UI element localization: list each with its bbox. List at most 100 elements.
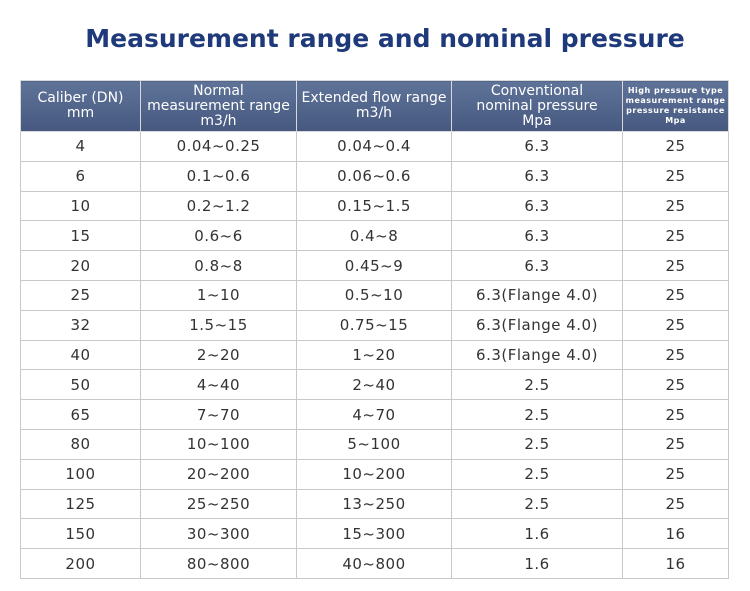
table-row: 125 25~250 13~250 2.5 25 <box>20 488 729 520</box>
header-line: measurement range <box>625 96 726 105</box>
table-cell: 4~70 <box>296 399 452 430</box>
table-cell: 6.3(Flange 4.0) <box>451 279 623 311</box>
table-cell: 4 <box>20 131 141 162</box>
table-cell: 25 <box>622 279 729 311</box>
table-row: 4 0.04~0.25 0.04~0.4 6.3 25 <box>20 131 729 162</box>
table-cell: 100 <box>20 458 141 490</box>
table-cell: 0.1~0.6 <box>140 160 297 192</box>
table-cell: 0.15~1.5 <box>296 190 452 222</box>
header-line: High pressure type <box>627 86 724 95</box>
table-cell: 40~800 <box>296 548 452 579</box>
table-cell: 0.04~0.4 <box>296 131 452 162</box>
table-row: 80 10~100 5~100 2.5 25 <box>20 428 729 460</box>
table-cell: 25 <box>622 250 729 281</box>
header-line: pressure resistance <box>626 106 725 115</box>
header-line: Mpa <box>522 112 552 129</box>
table-cell: 6.3 <box>451 160 623 192</box>
table-cell: 25 <box>622 309 729 341</box>
table-cell: 25 <box>622 220 729 252</box>
table-cell: 0.8~8 <box>140 250 297 281</box>
table-cell: 80 <box>20 428 141 460</box>
table-cell: 0.2~1.2 <box>140 190 297 222</box>
table-cell: 7~70 <box>140 399 297 430</box>
table-row: 65 7~70 4~70 2.5 25 <box>20 399 729 430</box>
table-cell: 6.3 <box>451 220 623 252</box>
column-header: Normal measurement range m3/h <box>140 80 297 132</box>
spec-table: Caliber (DN) mm Normal measurement range m3/… <box>20 80 729 579</box>
table-cell: 16 <box>622 518 729 550</box>
table-cell: 10~200 <box>296 458 452 490</box>
table-cell: 25 <box>622 488 729 520</box>
table-cell: 0.5~10 <box>296 279 452 311</box>
table-row: 150 30~300 15~300 1.6 16 <box>20 518 729 550</box>
table-cell: 0.06~0.6 <box>296 160 452 192</box>
table-cell: 0.4~8 <box>296 220 452 252</box>
table-cell: 2.5 <box>451 458 623 490</box>
table-cell: 13~250 <box>296 488 452 520</box>
table-cell: 1.6 <box>451 518 623 550</box>
table-cell: 0.75~15 <box>296 309 452 341</box>
table-cell: 0.45~9 <box>296 250 452 281</box>
table-cell: 6.3(Flange 4.0) <box>451 339 623 371</box>
table-cell: 25 <box>622 458 729 490</box>
table-cell: 25 <box>20 279 141 311</box>
table-cell: 2.5 <box>451 369 623 401</box>
column-header: Conventional nominal pressure Mpa <box>451 80 623 132</box>
table-cell: 20~200 <box>140 458 297 490</box>
table-cell: 15 <box>20 220 141 252</box>
header-line: Conventional <box>490 82 584 99</box>
table-cell: 125 <box>20 488 141 520</box>
header-line: Normal <box>193 82 244 99</box>
table-cell: 4~40 <box>140 369 297 401</box>
table-row: 10 0.2~1.2 0.15~1.5 6.3 25 <box>20 190 729 222</box>
header-line: measurement range <box>147 97 290 114</box>
table-cell: 20 <box>20 250 141 281</box>
table-cell: 5~100 <box>296 428 452 460</box>
table-cell: 50 <box>20 369 141 401</box>
table-cell: 10 <box>20 190 141 222</box>
table-cell: 2.5 <box>451 428 623 460</box>
table-cell: 2.5 <box>451 399 623 430</box>
table-row: 40 2~20 1~20 6.3(Flange 4.0) 25 <box>20 339 729 371</box>
table-cell: 80~800 <box>140 548 297 579</box>
table-cell: 25 <box>622 131 729 162</box>
column-header: High pressure type measurement range press… <box>622 80 729 132</box>
header-line: nominal pressure <box>476 97 598 114</box>
table-cell: 65 <box>20 399 141 430</box>
table-cell: 6.3(Flange 4.0) <box>451 309 623 341</box>
header-line: Extended flow range <box>301 90 447 106</box>
table-cell: 40 <box>20 339 141 371</box>
table-cell: 15~300 <box>296 518 452 550</box>
table-cell: 0.6~6 <box>140 220 297 252</box>
table-cell: 2.5 <box>451 488 623 520</box>
column-header: Caliber (DN) mm <box>20 80 141 132</box>
table-cell: 6.3 <box>451 250 623 281</box>
table-body: 4 0.04~0.25 0.04~0.4 6.3 25 6 0.1~0.6 0.06~0.6 6… <box>20 131 729 579</box>
title: Measurement range and nominal pressure <box>85 24 685 53</box>
table-row: 32 1.5~15 0.75~15 6.3(Flange 4.0) 25 <box>20 309 729 341</box>
table-cell: 0.04~0.25 <box>140 131 297 162</box>
table-row: 15 0.6~6 0.4~8 6.3 25 <box>20 220 729 252</box>
table-cell: 25~250 <box>140 488 297 520</box>
table-cell: 200 <box>20 548 141 579</box>
table-row: 100 20~200 10~200 2.5 25 <box>20 458 729 490</box>
table-cell: 25 <box>622 160 729 192</box>
table-cell: 6 <box>20 160 141 192</box>
table-cell: 1~20 <box>296 339 452 371</box>
table-cell: 32 <box>20 309 141 341</box>
table-cell: 1.5~15 <box>140 309 297 341</box>
table-cell: 2~20 <box>140 339 297 371</box>
header-line: Mpa <box>665 116 686 125</box>
table-cell: 25 <box>622 190 729 222</box>
table-row: 50 4~40 2~40 2.5 25 <box>20 369 729 401</box>
header-line: m3/h <box>200 112 237 129</box>
header-line: mm <box>66 105 95 121</box>
table-cell: 1.6 <box>451 548 623 579</box>
table-cell: 6.3 <box>451 131 623 162</box>
header-line: Caliber (DN) <box>37 90 124 106</box>
table-row: 200 80~800 40~800 1.6 16 <box>20 548 729 579</box>
header-row: Caliber (DN) mm Normal measurement range m3/… <box>20 80 729 132</box>
table-row: 6 0.1~0.6 0.06~0.6 6.3 25 <box>20 160 729 192</box>
table-row: 25 1~10 0.5~10 6.3(Flange 4.0) 25 <box>20 279 729 311</box>
